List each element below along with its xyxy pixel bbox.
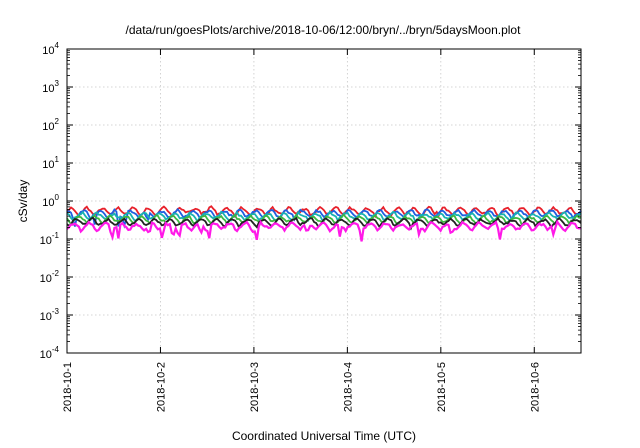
y-tick-label: 10-1 [40,231,60,247]
y-axis-ticks: 10-4 10-3 10-2 10-1 100 101 102 103 104 [40,41,581,361]
series-layer [66,205,582,242]
x-axis-ticks: 2018-10-1 2018-10-2 2018-10-3 2018-10-4 2018… [62,49,541,412]
series-line [66,207,582,229]
plot-frame [66,48,582,354]
y-tick-label: 10-2 [40,269,60,285]
y-tick-label: 104 [42,41,59,57]
y-tick-label: 103 [42,79,59,95]
y-tick-label: 10-4 [40,345,60,361]
y-tick-label: 101 [42,155,59,171]
series-line [66,216,582,231]
series-line [66,219,582,242]
series-line [66,205,582,219]
x-tick-label: 2018-10-5 [436,362,448,412]
x-tick-label: 2018-10-6 [529,362,541,412]
x-tick-label: 2018-10-1 [62,362,74,412]
x-axis-label: Coordinated Universal Time (UTC) [232,429,416,443]
x-tick-label: 2018-10-2 [155,362,167,412]
grid [67,49,581,353]
chart-title: /data/run/goesPlots/archive/2018-10-06/1… [126,23,522,37]
y-tick-label: 100 [42,193,59,209]
y-tick-label: 102 [42,117,59,133]
y-axis-label: cSv/day [16,180,30,223]
x-tick-label: 2018-10-4 [342,362,354,412]
x-tick-label: 2018-10-3 [249,362,261,412]
y-tick-label: 10-3 [40,307,60,323]
